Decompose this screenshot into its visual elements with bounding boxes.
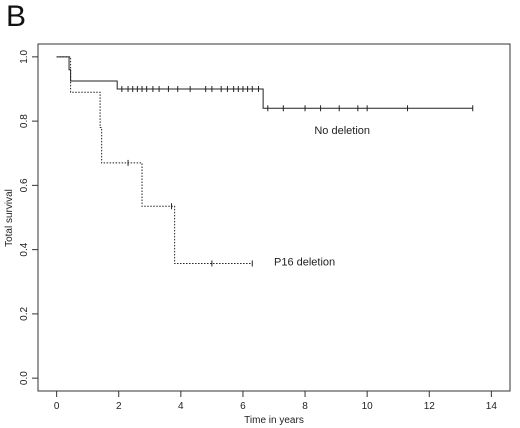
y-tick-label: 0.6	[19, 178, 30, 192]
y-axis: 0.0 0.2 0.4 0.6 0.8 1.0	[19, 49, 38, 385]
x-tick-label: 2	[116, 401, 122, 412]
y-tick-label: 1.0	[19, 49, 30, 63]
x-tick-label: 8	[302, 401, 308, 412]
x-axis: 0 2 4 6 8 10 12 14	[54, 391, 498, 412]
y-tick-label: 0.2	[19, 307, 30, 321]
series-line-no-deletion	[56, 56, 473, 109]
x-axis-title: Time in years	[244, 415, 304, 426]
series-labels: No deletion P16 deletion	[274, 125, 370, 269]
x-tick-label: 4	[178, 401, 184, 412]
series-label-p16-deletion: P16 deletion	[274, 257, 335, 269]
plot-frame	[37, 43, 511, 392]
x-tick-label: 12	[424, 401, 436, 412]
y-tick-label: 0.8	[19, 114, 30, 128]
x-tick-label: 14	[486, 401, 498, 412]
panel-label: B	[6, 0, 27, 33]
y-tick-label: 0.4	[19, 242, 30, 256]
x-tick-label: 10	[362, 401, 374, 412]
series-label-no-deletion: No deletion	[314, 125, 370, 137]
x-tick-label: 0	[54, 401, 60, 412]
series-layer	[56, 56, 474, 267]
series-line-p16-deletion	[56, 56, 253, 264]
y-tick-label: 0.0	[19, 371, 30, 385]
y-axis-title: Total survival	[4, 189, 15, 247]
x-tick-label: 6	[240, 401, 246, 412]
